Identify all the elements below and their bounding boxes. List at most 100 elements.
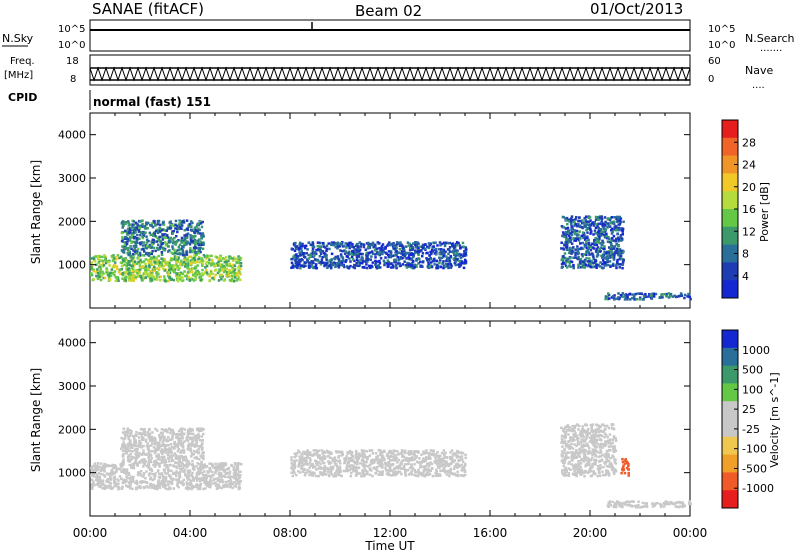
velocity-cell <box>153 487 156 490</box>
velocity-cell <box>129 434 132 437</box>
power-cell <box>146 251 149 255</box>
power-cell <box>384 256 387 259</box>
power-cell <box>202 272 206 276</box>
velocity-cell <box>217 486 220 490</box>
velocity-cell <box>434 471 437 475</box>
velocity-cell <box>100 480 103 484</box>
velocity-cell <box>138 452 141 455</box>
velocity-cell <box>121 454 125 458</box>
power-cell <box>583 234 586 237</box>
velocity-cell <box>90 466 93 470</box>
power-cell <box>115 265 119 268</box>
velocity-cell <box>142 472 146 475</box>
velocity-cell <box>183 440 186 443</box>
velocity-cell <box>421 465 424 469</box>
velocity-cell <box>438 454 441 458</box>
velocity-cell <box>153 477 156 481</box>
power-cell <box>218 263 222 266</box>
velocity-cell <box>323 451 327 455</box>
velocity-cell <box>297 470 300 473</box>
power-cell <box>593 220 596 224</box>
power-cell <box>172 248 176 252</box>
velocity-cell <box>127 473 131 477</box>
power-cell <box>138 264 142 267</box>
power-cell <box>178 226 182 229</box>
velocity-cell <box>178 457 182 461</box>
power-cell <box>632 296 636 299</box>
power-cell <box>345 246 348 249</box>
velocity-cell <box>320 449 323 452</box>
velocity-cell <box>152 483 155 487</box>
power-cell <box>366 254 369 258</box>
power-cell <box>317 241 321 244</box>
power-cell <box>115 267 119 271</box>
velocity-cell <box>153 443 157 446</box>
power-cell <box>321 250 325 253</box>
velocity-cell <box>203 481 206 484</box>
power-cell <box>318 254 322 258</box>
power-cell <box>595 249 598 253</box>
power-cell <box>192 246 196 250</box>
power-cell <box>636 292 639 295</box>
velocity-cell <box>114 470 118 474</box>
velocity-cell <box>164 480 167 483</box>
power-cell <box>204 262 208 265</box>
power-cell <box>574 253 577 257</box>
velocity-cell <box>222 464 226 468</box>
velocity-cell <box>195 444 199 447</box>
velocity-cell <box>332 465 335 469</box>
power-cell <box>138 237 141 240</box>
power-cell <box>142 260 146 263</box>
velocity-cell <box>140 479 144 483</box>
power-cell <box>562 255 565 258</box>
power-cell <box>603 216 607 219</box>
power-cell <box>160 261 163 265</box>
velocity-cell <box>139 486 142 490</box>
velocity-cell <box>129 464 133 467</box>
velocity-cell <box>207 470 211 474</box>
power-cell <box>96 276 100 279</box>
power-cell <box>208 254 211 258</box>
power-cell <box>124 276 127 280</box>
power-cell <box>146 226 149 230</box>
power-cell <box>387 255 391 259</box>
power-cell <box>145 223 148 226</box>
power-cell <box>570 230 574 234</box>
power-cell <box>420 245 424 249</box>
velocity-cell <box>223 470 226 473</box>
power-cell <box>185 253 189 256</box>
power-cell <box>176 279 180 283</box>
velocity-cell <box>103 484 107 487</box>
power-cell <box>163 277 167 281</box>
power-cell <box>201 247 205 251</box>
velocity-cell <box>197 433 200 436</box>
power-cell <box>378 246 381 250</box>
velocity-cell <box>113 477 116 481</box>
power-cell <box>172 278 175 282</box>
power-cell <box>567 251 571 255</box>
power-cell <box>366 256 369 260</box>
velocity-cell <box>144 453 147 456</box>
velocity-data <box>90 423 692 509</box>
velocity-cell <box>204 481 208 485</box>
velocity-cell <box>127 471 131 475</box>
power-cell <box>592 233 595 236</box>
power-cell <box>131 256 134 260</box>
power-cell <box>106 259 109 263</box>
power-cell <box>99 272 102 275</box>
power-cell <box>606 259 609 262</box>
power-cell <box>142 241 146 244</box>
power-cell <box>150 256 153 259</box>
power-cell <box>571 218 575 222</box>
power-cell <box>177 272 180 275</box>
power-cell <box>346 242 349 246</box>
velocity-cell <box>408 466 412 470</box>
power-cell <box>198 238 201 241</box>
power-cell <box>375 247 379 251</box>
velocity-cell <box>237 485 241 489</box>
power-cell <box>458 259 461 263</box>
velocity-cell <box>415 460 419 464</box>
power-cell <box>411 248 415 251</box>
power-cell <box>601 230 605 233</box>
power-cell <box>590 252 594 256</box>
